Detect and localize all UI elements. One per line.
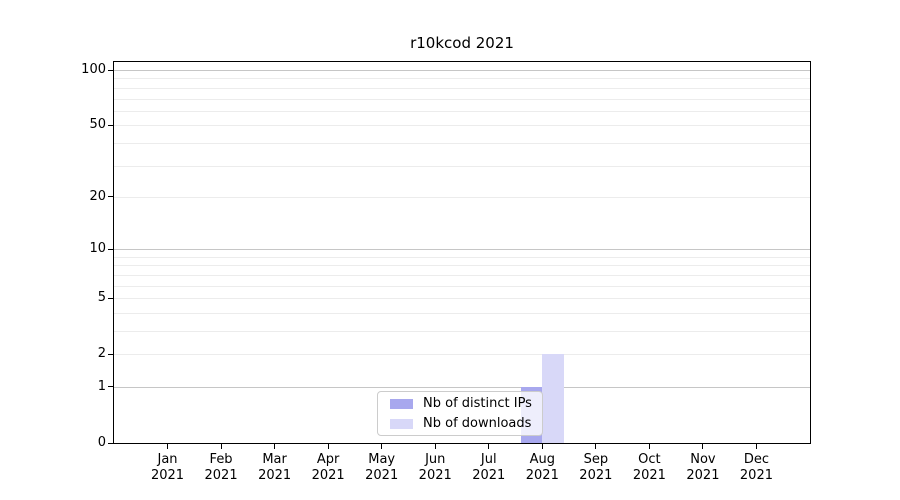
minor-gridline — [114, 125, 810, 127]
minor-gridline — [114, 265, 810, 267]
legend-label-distinct-ips: Nb of distinct IPs — [423, 396, 532, 411]
y-tick-label: 100 — [81, 62, 106, 78]
y-tick-label: 20 — [89, 188, 106, 204]
x-tick-mark — [220, 444, 222, 449]
major-gridline — [114, 386, 810, 388]
y-tick-label: 5 — [97, 290, 106, 306]
x-tick-mark — [274, 444, 276, 449]
minor-gridline — [114, 142, 810, 144]
legend-swatch-downloads-icon — [390, 418, 413, 429]
legend: Nb of distinct IPs Nb of downloads — [377, 391, 543, 436]
minor-gridline — [114, 196, 810, 198]
legend-item-downloads: Nb of downloads — [390, 415, 542, 432]
minor-gridline — [114, 354, 810, 356]
minor-gridline — [114, 274, 810, 276]
minor-gridline — [114, 256, 810, 258]
minor-gridline — [114, 110, 810, 112]
x-tick-label: Jun 2021 — [418, 452, 452, 483]
y-tick-label: 1 — [97, 378, 106, 394]
y-tick-label: 2 — [97, 346, 106, 362]
x-tick-mark — [541, 444, 543, 449]
x-tick-mark — [167, 444, 169, 449]
minor-gridline — [114, 98, 810, 100]
legend-swatch-distinct-ips-icon — [390, 398, 413, 409]
minor-gridline — [114, 298, 810, 300]
x-tick-label: Aug 2021 — [525, 452, 559, 483]
x-tick-label: Sep 2021 — [579, 452, 613, 483]
y-tick-label: 0 — [97, 435, 106, 450]
x-tick-mark — [755, 444, 757, 449]
x-tick-mark — [702, 444, 704, 449]
minor-gridline — [114, 312, 810, 314]
major-gridline — [114, 249, 810, 251]
x-tick-label: Apr 2021 — [311, 452, 345, 483]
bar-nb-of-downloads — [542, 354, 564, 443]
minor-gridline — [114, 285, 810, 287]
x-tick-label: Mar 2021 — [258, 452, 292, 483]
x-tick-mark — [381, 444, 383, 449]
x-tick-mark — [488, 444, 490, 449]
y-tick-label: 50 — [89, 117, 106, 133]
x-tick-mark — [327, 444, 329, 449]
y-tick-label: 10 — [89, 241, 106, 257]
x-tick-mark — [434, 444, 436, 449]
legend-item-distinct-ips: Nb of distinct IPs — [390, 395, 542, 412]
x-tick-label: Jul 2021 — [472, 452, 506, 483]
x-tick-mark — [595, 444, 597, 449]
x-tick-label: Oct 2021 — [632, 452, 666, 483]
x-tick-label: Dec 2021 — [739, 452, 773, 483]
x-tick-label: Jan 2021 — [150, 452, 185, 483]
legend-label-downloads: Nb of downloads — [423, 416, 532, 431]
x-tick-label: Nov 2021 — [686, 452, 720, 483]
major-gridline — [114, 70, 810, 72]
x-tick-label: May 2021 — [365, 452, 399, 483]
minor-gridline — [114, 78, 810, 80]
minor-gridline — [114, 165, 810, 167]
minor-gridline — [114, 87, 810, 89]
plot-area — [113, 61, 811, 444]
chart-title: r10kcod 2021 — [410, 34, 514, 52]
x-tick-mark — [648, 444, 650, 449]
x-tick-label: Feb 2021 — [204, 452, 238, 483]
minor-gridline — [114, 330, 810, 332]
